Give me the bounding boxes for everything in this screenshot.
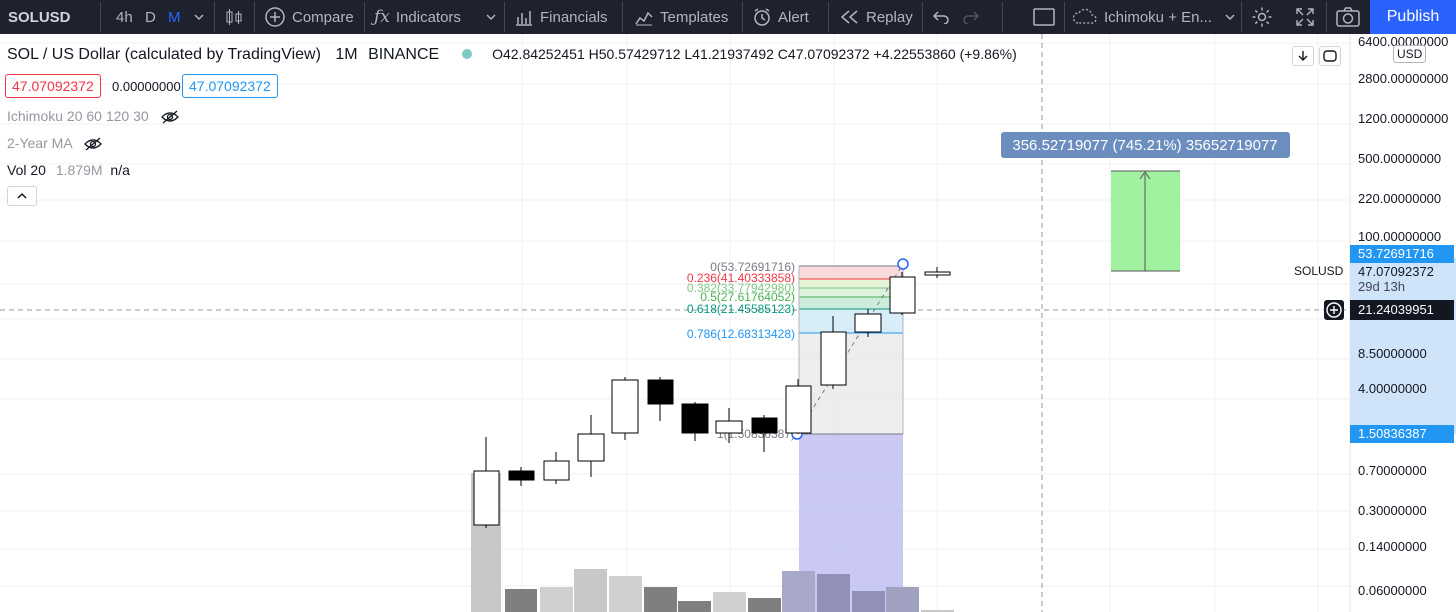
expand-fullscreen-icon[interactable] [1295, 0, 1315, 34]
projection-lavender-zone [799, 434, 903, 612]
price-range-measure: 356.52719077 (745.21%) 35652719077 [1001, 132, 1290, 272]
chart-legend: SOL / US Dollar (calculated by TradingVi… [7, 46, 1017, 64]
fib-label-0: 0(53.72691716) [710, 260, 795, 274]
price-tick: 0.30000000 [1358, 503, 1427, 518]
indicator-2y-ma[interactable]: 2-Year MA [7, 135, 102, 151]
bar-chart-icon [516, 11, 532, 26]
ohlc-values: O42.84252451 H50.57429712 L41.21937492 C… [492, 46, 1017, 62]
candlesticks [473, 267, 951, 528]
price-tick: 500.00000000 [1358, 151, 1442, 166]
price-tick: 4.00000000 [1358, 381, 1427, 396]
last-price-label: 47.07092372 [1358, 264, 1434, 279]
symbol-label: SOLUSD [8, 8, 71, 26]
fib-label-0618: 0.618(21.45585123) [687, 302, 795, 316]
measure-label: 356.52719077 (745.21%) 35652719077 [1012, 137, 1277, 154]
cloud-icon [1072, 8, 1097, 24]
crosshair-price-label: 21.24039951 [1350, 300, 1454, 320]
fib-anchor-handle[interactable] [897, 258, 909, 270]
templates-button[interactable]: Templates [634, 0, 728, 34]
fib-label-0786: 0.786(12.68313428) [687, 327, 795, 341]
indicator-ichimoku[interactable]: Ichimoku 20 60 120 30 [7, 108, 179, 124]
low-price-label: 1.50836387 [1350, 425, 1454, 443]
indicators-button[interactable]: ƒx Indicators [374, 7, 461, 27]
price-axis [1349, 34, 1456, 612]
price-tick: 2800.00000000 [1358, 71, 1449, 86]
financials-button[interactable]: Financials [514, 0, 608, 34]
price-tick: 8.50000000 [1358, 346, 1427, 361]
fx-icon: ƒx [374, 7, 390, 27]
publish-button[interactable]: Publish [1370, 0, 1456, 34]
collapse-legend-chevron-up-icon[interactable] [7, 186, 37, 206]
price-tick: 0.06000000 [1358, 583, 1427, 598]
legend-exchange: BINANCE [368, 46, 440, 63]
interval-m[interactable]: M [168, 8, 181, 26]
high-price-label: 53.72691716 [1350, 245, 1454, 263]
chart-canvas[interactable]: 0(53.72691716) 0.236(41.40333858) 0.382(… [0, 34, 1456, 612]
price-tick: 0.70000000 [1358, 463, 1427, 478]
interval-4h[interactable]: 4h [116, 8, 133, 26]
alert-button[interactable]: Alert [752, 0, 809, 34]
interval-d[interactable]: D [145, 8, 156, 26]
symbol-search[interactable]: SOLUSD [8, 0, 71, 34]
sell-price-button[interactable]: 47.07092372 [5, 74, 101, 98]
fib-label-05: 0.5(27.61764052) [700, 290, 795, 304]
interval-dropdown-chevron-icon[interactable] [193, 0, 205, 34]
currency-unit-button[interactable]: USD [1393, 45, 1427, 63]
candles-chart-type-icon[interactable] [224, 0, 244, 34]
top-toolbar: SOLUSD 4h D M Compare ƒx Indicators Fina… [0, 0, 1456, 34]
plus-circle-icon [265, 7, 285, 27]
fib-retracement-tool: 0(53.72691716) 0.236(41.40333858) 0.382(… [687, 258, 909, 441]
settings-gear-icon[interactable] [1251, 0, 1273, 34]
price-tick: 6400.00000000 [1358, 34, 1449, 49]
price-tick: 1200.00000000 [1358, 111, 1449, 126]
last-symbol-label: SOLUSD [1294, 264, 1344, 278]
fullscreen-layout-icon[interactable] [1033, 0, 1055, 34]
replay-button[interactable]: Replay [840, 0, 913, 34]
rewind-icon [840, 10, 858, 24]
fib-label-0382: 0.382(33.77942980) [687, 281, 795, 295]
market-status-dot [461, 49, 472, 59]
maximize-pane-icon[interactable] [1319, 46, 1341, 66]
eye-hidden-icon [83, 137, 102, 151]
grid-lines [0, 34, 1350, 612]
symbol-title[interactable]: SOL / US Dollar (calculated by TradingVi… [7, 46, 321, 63]
buy-price-button[interactable]: 47.07092372 [182, 74, 278, 98]
price-tick: 100.00000000 [1358, 229, 1442, 244]
alarm-clock-icon [754, 8, 770, 26]
chart-pane[interactable]: 0(53.72691716) 0.236(41.40333858) 0.382(… [0, 34, 1456, 612]
redo-icon[interactable] [962, 0, 980, 34]
spread-value: 0.00000000 [112, 79, 181, 94]
compare-button[interactable]: Compare [264, 0, 354, 34]
legend-interval: 1M [335, 46, 358, 63]
snapshot-camera-icon[interactable] [1336, 0, 1360, 34]
bar-countdown: 29d 13h [1358, 279, 1405, 294]
eye-hidden-icon [160, 110, 179, 124]
add-alert-plus-icon[interactable] [1324, 300, 1344, 320]
indicators-dropdown-chevron-icon[interactable] [485, 0, 497, 34]
indicator-volume[interactable]: Vol 20 1.879M n/a [7, 162, 130, 178]
layout-menu[interactable]: Ichimoku + En... [1072, 0, 1212, 34]
scroll-down-arrow-icon[interactable] [1292, 46, 1314, 66]
undo-icon[interactable] [932, 0, 950, 34]
price-tick: 220.00000000 [1358, 191, 1442, 206]
price-tick: 0.14000000 [1358, 539, 1427, 554]
layout-dropdown-chevron-icon[interactable] [1224, 0, 1236, 34]
fib-label-0236: 0.236(41.40333858) [687, 271, 795, 285]
templates-icon [635, 11, 653, 26]
